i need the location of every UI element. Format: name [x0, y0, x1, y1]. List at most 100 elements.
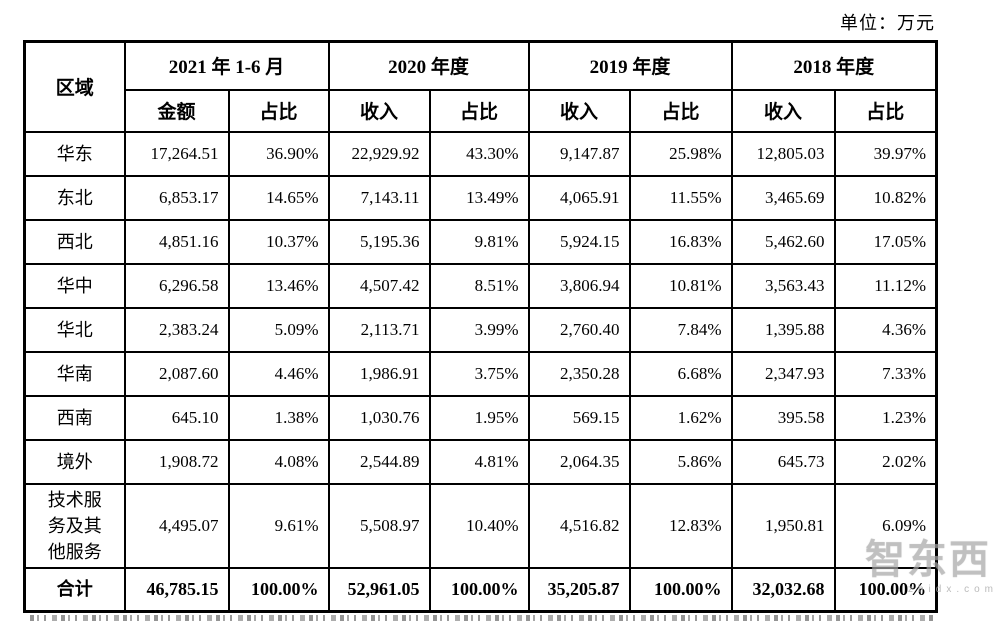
value-cell: 9.81%: [428, 218, 530, 265]
clipped-text-line: [30, 615, 935, 621]
value-cell: 4,851.16: [123, 218, 230, 265]
region-cell: 技术服 务及其 他服务: [23, 482, 126, 569]
value-cell: 1.38%: [227, 394, 330, 441]
value-cell: 1.62%: [628, 394, 733, 441]
value-cell: 4,495.07: [123, 482, 230, 569]
value-cell: 4.36%: [833, 306, 938, 353]
value-cell: 645.73: [730, 438, 836, 485]
value-cell: 4.81%: [428, 438, 530, 485]
subheader-2020-share: 占比: [428, 88, 530, 133]
value-cell: 7.84%: [628, 306, 733, 353]
value-cell: 1.95%: [428, 394, 530, 441]
value-cell: 46,785.15: [123, 566, 230, 613]
value-cell: 7,143.11: [327, 174, 431, 221]
value-cell: 5,508.97: [327, 482, 431, 569]
unit-label: 单位：万元: [840, 13, 935, 33]
table-row: 西南 645.10 1.38% 1,030.76 1.95% 569.15 1.62% 395…: [23, 394, 938, 441]
value-cell: 1,986.91: [327, 350, 431, 397]
value-cell: 6.68%: [628, 350, 733, 397]
subheader-2019-revenue: 收入: [527, 88, 631, 133]
value-cell: 100.00%: [227, 566, 330, 613]
value-cell: 10.37%: [227, 218, 330, 265]
value-cell: 35,205.87: [527, 566, 631, 613]
region-header-cell: 区域: [23, 40, 126, 133]
col-group-2021: 2021 年 1-6 月: [123, 40, 330, 91]
subheader-2020-revenue: 收入: [327, 88, 431, 133]
subheader-2018-share: 占比: [833, 88, 938, 133]
value-cell: 2,760.40: [527, 306, 631, 353]
value-cell: 17,264.51: [123, 130, 230, 177]
value-cell: 13.49%: [428, 174, 530, 221]
value-cell: 17.05%: [833, 218, 938, 265]
value-cell: 1,908.72: [123, 438, 230, 485]
value-cell: 2,087.60: [123, 350, 230, 397]
value-cell: 2,383.24: [123, 306, 230, 353]
value-cell: 14.65%: [227, 174, 330, 221]
value-cell: 7.33%: [833, 350, 938, 397]
value-cell: 8.51%: [428, 262, 530, 309]
table-row: 技术服 务及其 他服务 4,495.07 9.61% 5,508.97 10.40% 4,…: [23, 482, 938, 569]
value-cell: 11.12%: [833, 262, 938, 309]
value-cell: 100.00%: [833, 566, 938, 613]
subheader-2021-amount: 金额: [123, 88, 230, 133]
value-cell: 36.90%: [227, 130, 330, 177]
region-cell: 东北: [23, 174, 126, 221]
value-cell: 1,030.76: [327, 394, 431, 441]
value-cell: 10.81%: [628, 262, 733, 309]
value-cell: 100.00%: [428, 566, 530, 613]
table-row: 华东 17,264.51 36.90% 22,929.92 43.30% 9,147.87…: [23, 130, 938, 177]
table-row: 东北 6,853.17 14.65% 7,143.11 13.49% 4,065.91 11…: [23, 174, 938, 221]
region-cell: 西南: [23, 394, 126, 441]
value-cell: 3.99%: [428, 306, 530, 353]
value-cell: 1.23%: [833, 394, 938, 441]
value-cell: 569.15: [527, 394, 631, 441]
value-cell: 5,924.15: [527, 218, 631, 265]
value-cell: 6.09%: [833, 482, 938, 569]
subheader-2021-share: 占比: [227, 88, 330, 133]
value-cell: 4,507.42: [327, 262, 431, 309]
value-cell: 11.55%: [628, 174, 733, 221]
table-body: 华东 17,264.51 36.90% 22,929.92 43.30% 9,147.87…: [23, 130, 938, 613]
value-cell: 25.98%: [628, 130, 733, 177]
region-cell: 华东: [23, 130, 126, 177]
value-cell: 10.82%: [833, 174, 938, 221]
table-row: 西北 4,851.16 10.37% 5,195.36 9.81% 5,924.15 16.…: [23, 218, 938, 265]
header-row-sub: 金额 占比 收入 占比 收入 占比 收入 占比: [25, 88, 938, 133]
value-cell: 4.08%: [227, 438, 330, 485]
value-cell: 13.46%: [227, 262, 330, 309]
value-cell: 645.10: [123, 394, 230, 441]
value-cell: 2,347.93: [730, 350, 836, 397]
value-cell: 12.83%: [628, 482, 733, 569]
value-cell: 5.09%: [227, 306, 330, 353]
table-row: 境外 1,908.72 4.08% 2,544.89 4.81% 2,064.35 5.86…: [23, 438, 938, 485]
value-cell: 4.46%: [227, 350, 330, 397]
region-cell: 合计: [23, 566, 126, 613]
value-cell: 10.40%: [428, 482, 530, 569]
value-cell: 5,462.60: [730, 218, 836, 265]
subheader-2019-share: 占比: [628, 88, 733, 133]
revenue-by-region-table: 区域 2021 年 1-6 月 2020 年度 2019 年度 2018 年度 …: [23, 40, 939, 613]
value-cell: 6,853.17: [123, 174, 230, 221]
value-cell: 16.83%: [628, 218, 733, 265]
value-cell: 4,516.82: [527, 482, 631, 569]
value-cell: 22,929.92: [327, 130, 431, 177]
region-cell: 西北: [23, 218, 126, 265]
subheader-2018-revenue: 收入: [730, 88, 836, 133]
value-cell: 1,395.88: [730, 306, 836, 353]
col-group-2020: 2020 年度: [327, 40, 530, 91]
value-cell: 2,113.71: [327, 306, 431, 353]
value-cell: 2,064.35: [527, 438, 631, 485]
value-cell: 2,350.28: [527, 350, 631, 397]
col-group-2019: 2019 年度: [527, 40, 733, 91]
value-cell: 3,563.43: [730, 262, 836, 309]
value-cell: 3,465.69: [730, 174, 836, 221]
region-cell: 华北: [23, 306, 126, 353]
value-cell: 2.02%: [833, 438, 938, 485]
region-cell: 境外: [23, 438, 126, 485]
value-cell: 395.58: [730, 394, 836, 441]
table-row: 华中 6,296.58 13.46% 4,507.42 8.51% 3,806.94 10.…: [23, 262, 938, 309]
value-cell: 52,961.05: [327, 566, 431, 613]
header-row-groups: 区域 2021 年 1-6 月 2020 年度 2019 年度 2018 年度: [23, 40, 938, 133]
value-cell: 12,805.03: [730, 130, 836, 177]
